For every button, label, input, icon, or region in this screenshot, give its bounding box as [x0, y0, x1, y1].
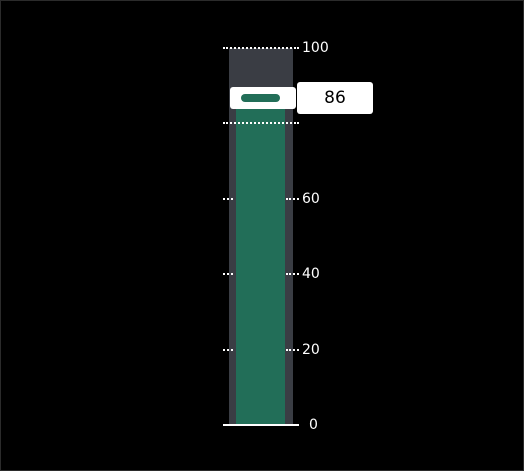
grip-icon — [241, 93, 280, 102]
tick-mark-80 — [223, 122, 299, 125]
tick-mark-40-right — [286, 273, 299, 276]
tick-mark-60-right — [286, 197, 299, 200]
slider-fill — [236, 108, 285, 425]
tick-label-0: 0 — [309, 417, 318, 433]
tick-mark-20-right — [286, 348, 299, 351]
tick-label-60: 60 — [302, 190, 320, 207]
tick-mark-60-left — [223, 197, 233, 200]
tick-label-100: 100 — [302, 40, 329, 56]
slider-value-readout: 86 — [297, 81, 373, 114]
tick-label-40: 40 — [302, 266, 320, 283]
tick-mark-40-left — [223, 273, 233, 276]
tick-mark-100 — [223, 47, 299, 49]
slider-baseline — [223, 424, 299, 426]
tick-label-20: 20 — [302, 341, 320, 358]
tick-mark-20-left — [223, 348, 233, 351]
slider-handle[interactable] — [230, 86, 296, 109]
